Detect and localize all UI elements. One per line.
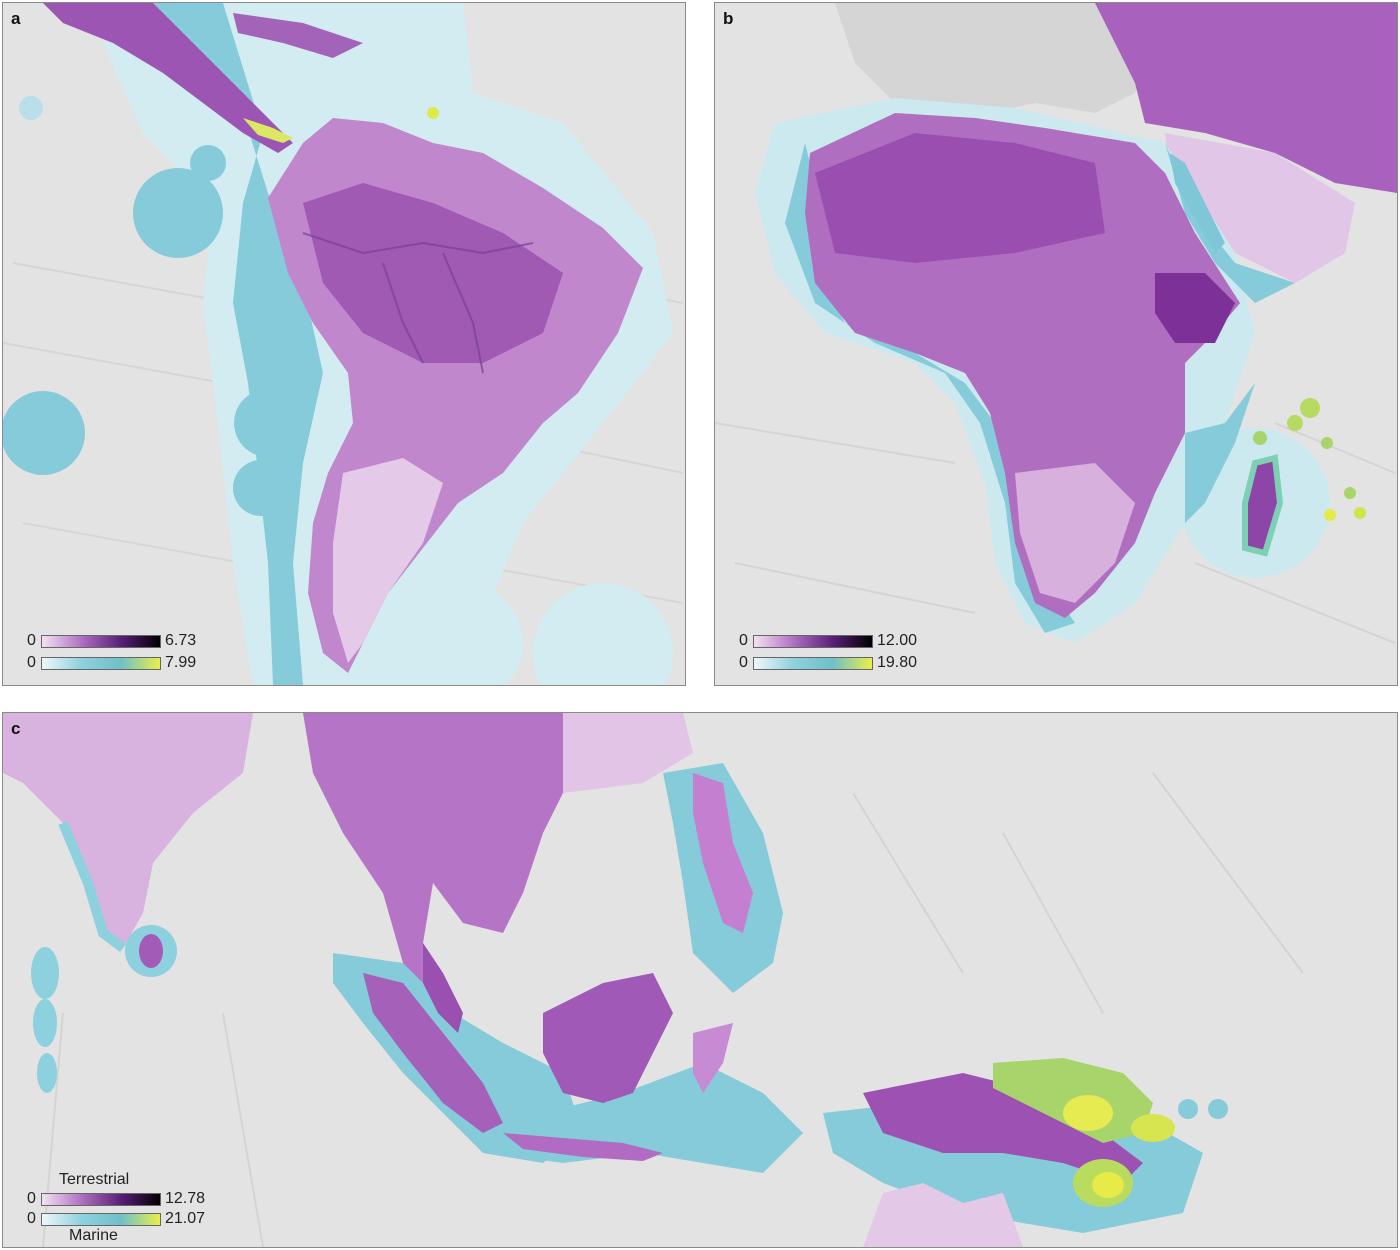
terrestrial-colorbar: [41, 1192, 161, 1206]
philippines-land: [693, 773, 753, 933]
terrestrial-max: 12.00: [877, 632, 918, 649]
caribbean-islands: [233, 13, 363, 58]
rivers: [302, 232, 534, 374]
legend-a: 0 6.73 0 7.99: [27, 632, 247, 679]
marine-max: 21.07: [165, 1210, 206, 1227]
legend-b: 0 12.00 0 19.80: [739, 632, 959, 679]
india-marine-ring: [58, 821, 126, 952]
china-pale: [563, 713, 693, 793]
map-americas: [3, 3, 685, 685]
sri-lanka-land: [139, 934, 163, 968]
red-sea: [1170, 153, 1225, 253]
marine-min: 0: [27, 1210, 36, 1227]
sahara-region: [815, 133, 1105, 263]
java-land: [503, 1133, 663, 1161]
central-america-land: [43, 3, 293, 153]
ethiopia-region: [1155, 273, 1235, 343]
southern-cone-pale: [333, 458, 443, 663]
panel-label-c: c: [11, 719, 21, 738]
asia-land: [1095, 3, 1397, 193]
island-hotspots: [1253, 398, 1366, 521]
southern-africa-pale: [1015, 463, 1135, 603]
map-panel-c: c Terrestrial 0 12.78 0 21.07 Marine: [2, 712, 1398, 1248]
borneo-land: [543, 973, 673, 1103]
malay-peninsula-land: [423, 943, 463, 1033]
marine-min: 0: [739, 654, 748, 671]
island-hotspot: [427, 107, 439, 119]
high-marine-hotspot: [243, 118, 293, 143]
marine-hotspots: [993, 1058, 1228, 1207]
marine-max: 19.80: [877, 654, 918, 671]
legend-c: Terrestrial 0 12.78 0 21.07 Marine: [27, 1171, 247, 1245]
middle-east-land: [1165, 133, 1355, 283]
terrestrial-min: 0: [27, 1190, 36, 1207]
australia-land: [863, 1183, 1023, 1247]
terrestrial-min: 0: [739, 632, 748, 649]
madagascar-marine-ring: [1242, 454, 1284, 557]
europe-land: [835, 3, 1155, 118]
terrestrial-max: 6.73: [165, 632, 197, 649]
marine-coastal-blue: [3, 3, 323, 685]
seafloor-texture: [42, 772, 1304, 1247]
marine-min: 0: [27, 654, 36, 671]
map-panel-a: a 0 6.73 0 7.99: [2, 2, 686, 686]
terrestrial-colorbar: [41, 634, 161, 648]
marine-title: Marine: [69, 1227, 118, 1244]
marine-colorbar: [41, 656, 161, 670]
terrestrial-max: 12.78: [165, 1190, 206, 1207]
maldives-marine: [31, 947, 59, 1093]
india-land: [3, 713, 253, 948]
marine-colorbar: [41, 1212, 161, 1226]
sulawesi-land: [693, 1023, 733, 1093]
terrestrial-colorbar: [753, 634, 873, 648]
map-africa: [715, 3, 1397, 685]
seafloor-texture: [715, 422, 1396, 644]
new-guinea-land: [863, 1073, 1143, 1183]
terrestrial-min: 0: [27, 632, 36, 649]
marine-colorbar: [753, 656, 873, 670]
panel-label-a: a: [11, 9, 21, 28]
map-panel-b: b 0 12.00 0 19.80: [714, 2, 1398, 686]
terrestrial-title: Terrestrial: [59, 1171, 130, 1188]
amazon-region: [303, 183, 563, 363]
marine-max: 7.99: [165, 654, 197, 671]
panel-label-b: b: [723, 9, 734, 28]
sumatra-land: [363, 973, 503, 1133]
map-southeast-asia: [3, 713, 1397, 1247]
